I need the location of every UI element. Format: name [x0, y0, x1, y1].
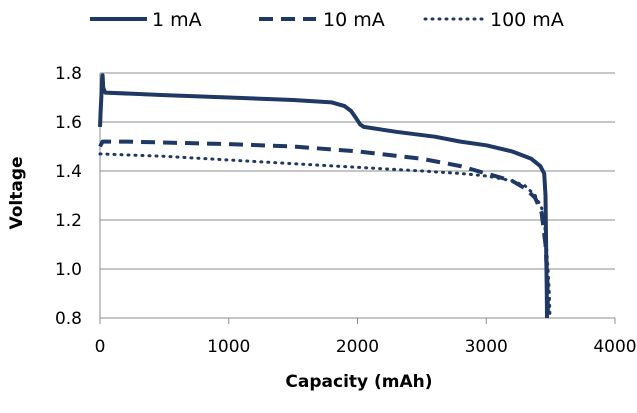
- y-axis-ticks: 0.8 1.0 1.2 1.4 1.6 1.8: [55, 64, 82, 329]
- y-tick-label: 1.8: [55, 64, 82, 84]
- x-tick-label: 1000: [207, 337, 250, 357]
- x-axis-ticks: 0 1000 2000 3000 4000: [95, 318, 637, 357]
- x-tick-label: 3000: [465, 337, 508, 357]
- x-axis-title: Capacity (mAh): [285, 372, 432, 392]
- legend-label: 10 mA: [323, 9, 385, 31]
- series-line-10-ma: [98, 139, 550, 319]
- y-tick-label: 1.0: [55, 260, 82, 280]
- legend-label: 100 mA: [490, 9, 564, 31]
- series-line-100-ma: [98, 152, 552, 320]
- series-lines: [98, 73, 552, 320]
- y-tick-label: 0.8: [55, 309, 82, 329]
- y-axis-title: Voltage: [7, 156, 27, 229]
- y-tick-label: 1.4: [55, 162, 82, 182]
- legend: 1 mA 10 mA 100 mA: [90, 9, 564, 31]
- x-tick-label: 0: [95, 337, 106, 357]
- gridlines: [100, 72, 615, 319]
- x-tick-label: 2000: [336, 337, 379, 357]
- y-tick-label: 1.6: [55, 113, 82, 133]
- series-line-1-ma: [98, 73, 549, 319]
- y-tick-label: 1.2: [55, 211, 82, 231]
- legend-label: 1 mA: [152, 9, 202, 31]
- axes: [99, 73, 615, 319]
- x-tick-label: 4000: [593, 337, 636, 357]
